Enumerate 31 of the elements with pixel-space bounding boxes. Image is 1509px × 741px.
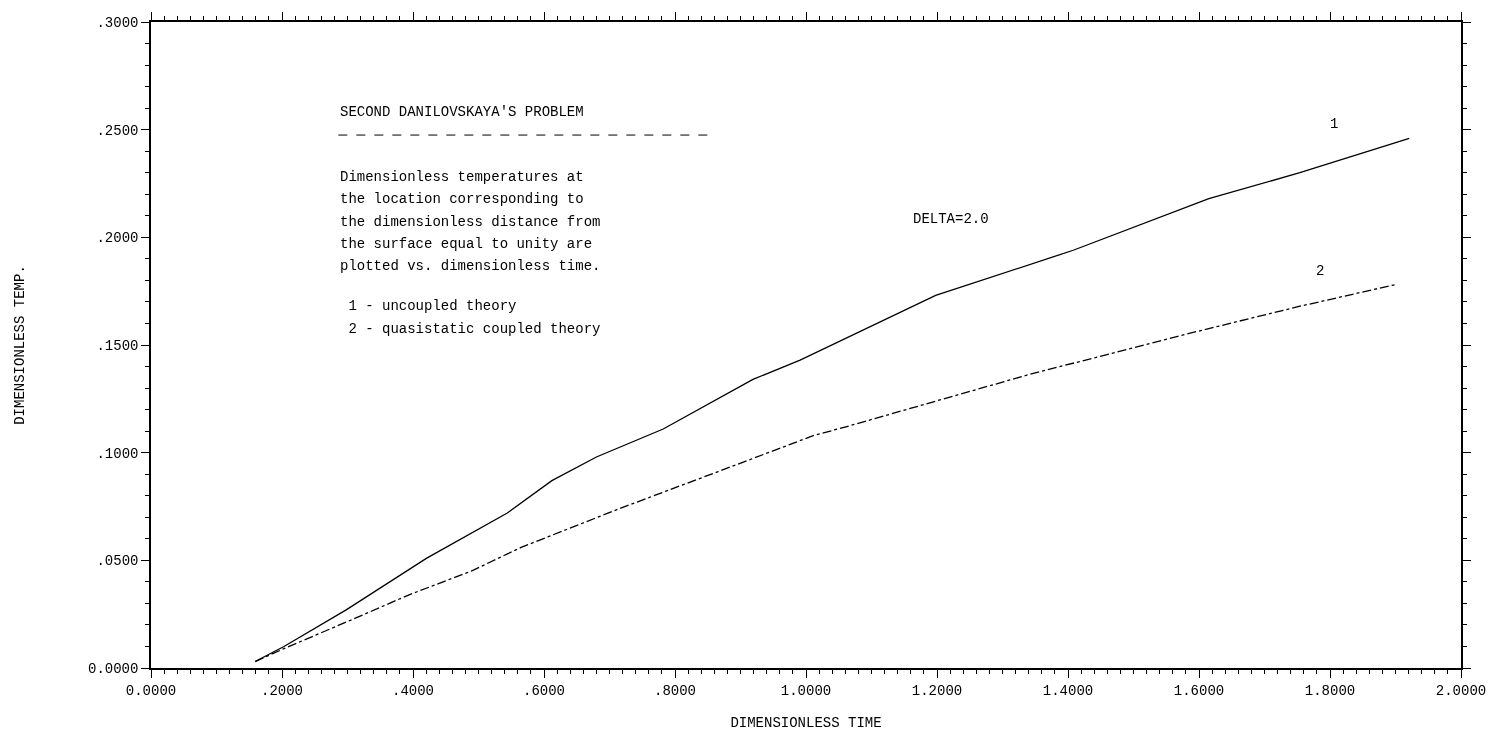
y-tick-label: 0.0000 bbox=[88, 660, 139, 677]
x-tick-label: .4000 bbox=[391, 682, 435, 699]
annotation: SECOND DANILOVSKAYA'S PROBLEM bbox=[340, 104, 584, 120]
annotation: the location corresponding to bbox=[340, 191, 584, 207]
y-tick-label: .1500 bbox=[96, 337, 139, 354]
x-tick-label: 1.2000 bbox=[911, 682, 963, 699]
x-tick-label: 1.4000 bbox=[1042, 682, 1094, 699]
x-tick-label: .6000 bbox=[522, 682, 566, 699]
x-tick-label: 1.6000 bbox=[1173, 682, 1225, 699]
y-tick-label: .0500 bbox=[96, 553, 139, 570]
series-label: 2 bbox=[1316, 263, 1325, 279]
y-tick-label: .3000 bbox=[96, 14, 139, 31]
annotation: DELTA=2.0 bbox=[913, 211, 989, 227]
series-label: 1 bbox=[1330, 116, 1339, 132]
annotation: 2 - quasistatic coupled theory bbox=[340, 321, 601, 337]
x-tick-label: 2.0000 bbox=[1435, 682, 1487, 699]
y-tick-label: .2500 bbox=[96, 122, 139, 139]
x-axis-title: DIMENSIONLESS TIME bbox=[730, 715, 882, 732]
annotation: 1 - uncoupled theory bbox=[340, 298, 517, 314]
annotation: the surface equal to unity are bbox=[340, 236, 593, 252]
annotation: Dimensionless temperatures at bbox=[340, 169, 584, 185]
y-axis-title: DIMENSIONLESS TEMP. bbox=[12, 265, 29, 425]
annotation: the dimensionless distance from bbox=[340, 214, 601, 230]
x-tick-label: .2000 bbox=[260, 682, 304, 699]
x-tick-label: 1.8000 bbox=[1304, 682, 1356, 699]
y-tick-label: .1000 bbox=[96, 445, 139, 462]
x-tick-label: 1.0000 bbox=[780, 682, 832, 699]
x-tick-label: .8000 bbox=[653, 682, 697, 699]
x-tick-label: 0.0000 bbox=[125, 682, 177, 699]
annotation: plotted vs. dimensionless time. bbox=[340, 258, 601, 274]
y-tick-label: .2000 bbox=[96, 230, 139, 247]
